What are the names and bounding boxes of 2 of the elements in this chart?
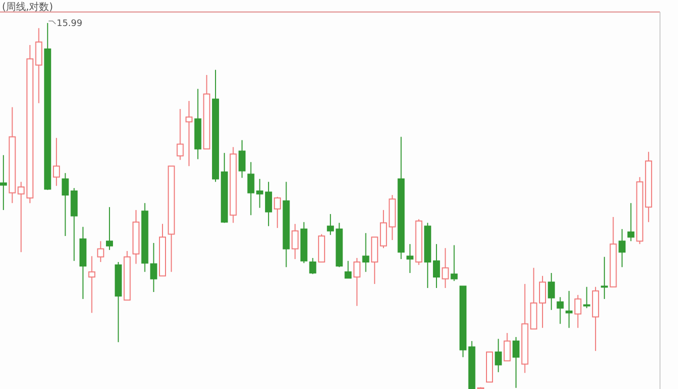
annotation: 15.99 (56, 19, 83, 29)
chart-title: (周线,对数) (2, 1, 54, 13)
